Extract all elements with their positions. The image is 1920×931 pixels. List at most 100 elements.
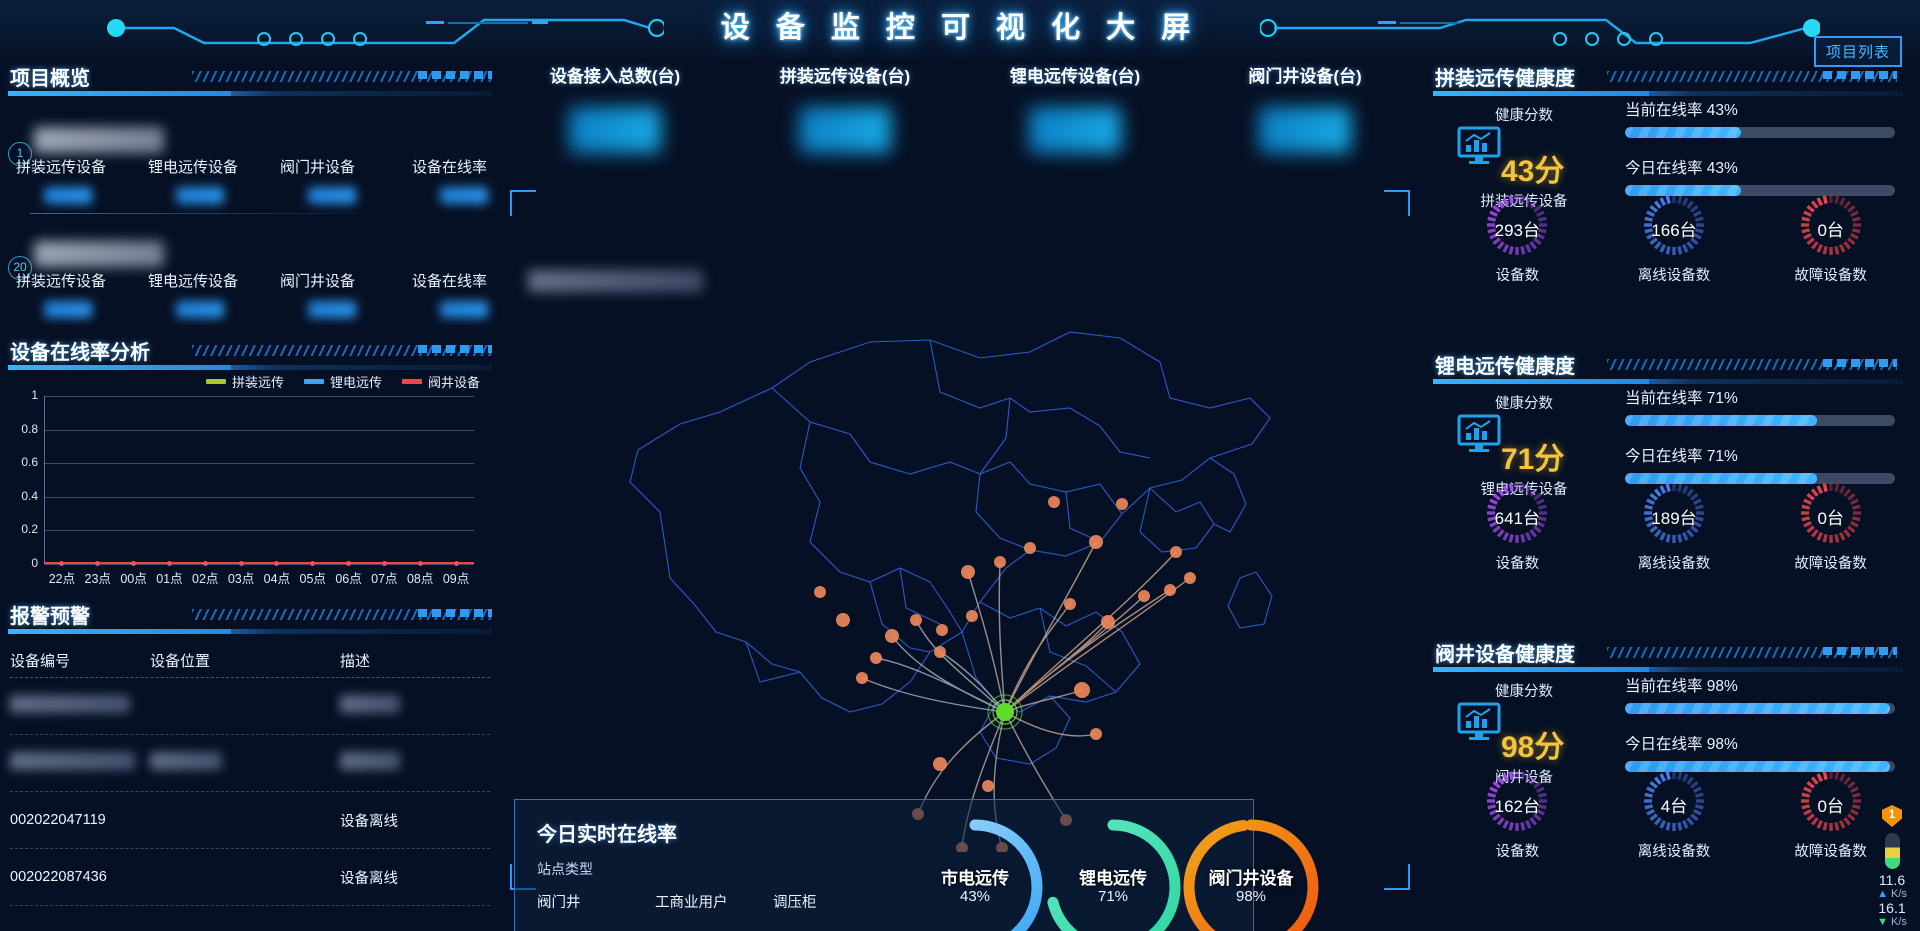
alarm-title: 报警预警: [10, 606, 90, 628]
project-row[interactable]: 1 拼装远传设备 锂电远传设备 阀门井设备 设备在线率: [0, 100, 500, 214]
project-row[interactable]: 20 拼装远传设备 锂电远传设备 阀门井设备 设备在线率: [0, 214, 500, 324]
right-column: 拼装远传健康度健康分数 43分 拼装远传设备 当前在线率 43% 今日在线率 43% 29…: [1425, 62, 1920, 931]
gauge-ring: [1183, 819, 1319, 931]
site-type-item[interactable]: 工商业用户: [655, 895, 728, 911]
kpi-row: 设备接入总数(台) 拼装远传设备(台) 锂电远传设备(台) 阀门井设备(台): [500, 62, 1420, 153]
hatch-decoration: [1607, 71, 1897, 82]
site-type-label: 站点类型: [537, 861, 593, 877]
section-header-health: 阀井设备健康度: [1425, 638, 1905, 672]
health-monitor-icon-wrap: [1457, 702, 1501, 747]
health-monitor-icon: [1457, 702, 1501, 740]
table-cell-id: [10, 752, 150, 774]
gauge-percent: 98%: [1235, 888, 1267, 905]
legend-label: 拼装远传: [231, 375, 284, 390]
gauge-1[interactable]: 市电远传 43%: [900, 812, 1050, 931]
chart-y-axis: [44, 396, 45, 564]
ring-stat-3: 0台 故障设备数: [1752, 190, 1909, 285]
dots-decoration: [418, 71, 492, 79]
legend-item[interactable]: 阀井设备: [401, 372, 480, 391]
project-index: 20: [8, 256, 32, 280]
x-axis-tick: 05点: [299, 572, 326, 586]
site-type-item[interactable]: 阀门井: [537, 895, 581, 911]
gauge-row: 市电远传 43% 锂电远传 71% 阀门井设备 98%: [900, 812, 1320, 931]
ring-caption: 离线设备数: [1637, 556, 1711, 572]
ring-caption: 故障设备数: [1794, 844, 1867, 860]
table-header-row: 设备编号 设备位置 描述: [10, 644, 490, 678]
network-speed-widget[interactable]: 1 11.6 ▲ K/s 16.1 ▼ K/s: [1866, 805, 1918, 929]
chart-x-axis-labels: 22点 23点 00点 01点 02点 03点 04点 05点 06点 07点 08点 09点: [44, 568, 474, 587]
table-cell-id: [10, 695, 150, 717]
kpi-value-redacted: [799, 107, 891, 153]
table-row[interactable]: 002022047119 设备离线: [10, 792, 490, 849]
project-metric: 锂电远传设备: [148, 156, 252, 204]
project-list-button[interactable]: 项目列表: [1813, 36, 1902, 67]
project-metrics: 拼装远传设备 锂电远传设备 阀门井设备 设备在线率: [16, 270, 516, 318]
chart-legend[interactable]: 拼装远传 锂电远传 阀井设备: [205, 372, 480, 391]
x-axis-tick: 08点: [406, 572, 434, 586]
gauge-3[interactable]: 阀门井设备 98%: [1176, 812, 1326, 931]
kpi-label: 锂电远传设备(台): [1009, 67, 1141, 86]
today-rate-progressbar: [1625, 761, 1895, 772]
hatch-decoration: [192, 71, 492, 82]
current-rate-fill: [1625, 127, 1742, 138]
table-row[interactable]: [10, 735, 490, 792]
data-point: [417, 561, 423, 566]
health-score-caption: 健康分数: [1495, 396, 1553, 412]
project-metrics: 拼装远传设备 锂电远传设备 阀门井设备 设备在线率: [16, 156, 516, 204]
ring-gauge-icon: [1644, 771, 1704, 831]
upload-speed-value: 11.6: [1878, 872, 1906, 888]
health-panel-title: 拼装远传健康度: [1435, 68, 1575, 90]
current-rate-progressbar: [1625, 127, 1895, 138]
ring-stat-2: 189台离线设备数: [1596, 478, 1753, 573]
map-subtitle-redacted: [528, 270, 703, 292]
current-rate-label: 当前在线率 71%: [1625, 390, 1738, 407]
project-metric-value-redacted: [308, 187, 356, 204]
data-point: [59, 561, 65, 566]
health-score-block: 健康分数 43分 拼装远传设备: [1439, 104, 1609, 210]
ring-stat-1: 293台 设备数: [1439, 190, 1596, 285]
gauge-2[interactable]: 锂电远传 71%: [1038, 812, 1188, 931]
gauge-percent: 43%: [959, 888, 991, 905]
redacted-value: [340, 695, 400, 713]
project-metric-value-redacted: [176, 187, 224, 204]
ring-value: 166台: [1651, 221, 1697, 240]
project-metric-label: 锂电远传设备: [148, 159, 239, 176]
hatch-decoration: [1607, 359, 1897, 370]
today-rate-fill: [1625, 761, 1890, 772]
download-speed-value: 16.1: [1878, 900, 1906, 916]
online-rate-chart: 拼装远传 锂电远传 阀井设备 0 0.2 0.4 0.6 0.8 1 22点 23点 00点 01点…: [0, 370, 500, 600]
china-map[interactable]: [510, 212, 1410, 854]
map-hub-node: [987, 694, 1023, 730]
health-rates: 当前在线率 43% 今日在线率 43%: [1625, 98, 1907, 214]
project-metric: 设备在线率: [412, 270, 516, 318]
legend-item[interactable]: 锂电远传: [303, 372, 382, 391]
y-axis-tick: 1: [31, 388, 38, 402]
data-point: [202, 561, 208, 566]
legend-item[interactable]: 拼装远传: [205, 372, 284, 391]
map-svg: [629, 331, 1273, 854]
project-index: 1: [8, 142, 32, 166]
gridline: [44, 463, 474, 465]
site-type-item[interactable]: 调压柜: [773, 895, 817, 911]
project-metric-label: 拼装远传设备: [16, 273, 107, 290]
health-panel-3: 阀井设备健康度 健康分数 98分 阀井设备 当前在线率 98% 今日在线率 98% 162台…: [1425, 638, 1920, 926]
table-row[interactable]: 002022087436 设备离线: [10, 849, 490, 906]
section-header-overview: 项目概览: [0, 62, 500, 96]
shield-icon: 1: [1882, 805, 1902, 827]
health-score-block: 健康分数 71分 锂电远传设备: [1439, 392, 1609, 498]
dots-decoration: [418, 609, 492, 617]
table-row[interactable]: [10, 678, 490, 735]
project-name-redacted: [34, 241, 164, 267]
today-rate-label: 今日在线率 71%: [1625, 448, 1738, 465]
column-header: 设备位置: [150, 653, 211, 670]
kpi-card: 设备接入总数(台): [500, 62, 730, 153]
today-rate-label: 今日在线率 98%: [1625, 736, 1738, 753]
kpi-value-redacted: [569, 107, 661, 153]
health-score-value: 43分: [1501, 155, 1565, 188]
ring-gauge-icon: [1800, 771, 1861, 831]
project-metric: 阀门井设备: [280, 156, 384, 204]
today-rate-fill: [1625, 473, 1817, 484]
ring-caption: 离线设备数: [1637, 844, 1711, 860]
kpi-value-redacted: [1029, 107, 1121, 153]
ring-value: 189台: [1651, 509, 1697, 528]
